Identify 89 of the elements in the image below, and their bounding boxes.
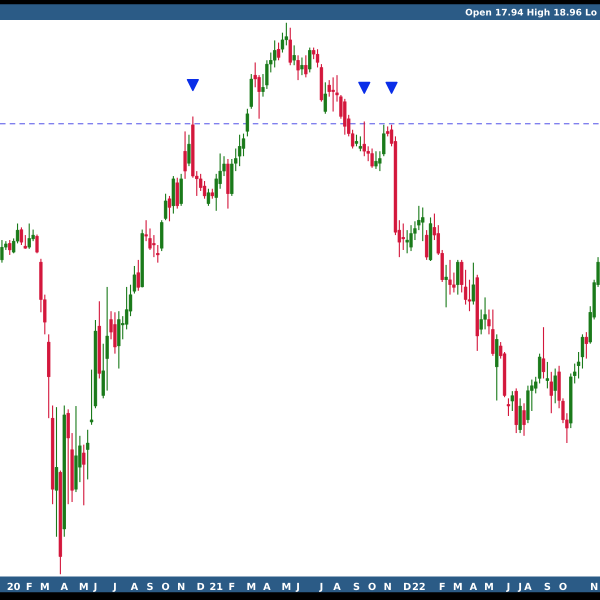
x-tick-label: A xyxy=(470,582,478,590)
candlestick xyxy=(402,222,405,251)
x-tick-label: D xyxy=(404,582,411,590)
x-tick-label: J xyxy=(112,582,116,592)
candlestick xyxy=(210,188,214,200)
candlestick xyxy=(28,222,31,250)
candlestick xyxy=(554,368,557,404)
candlestick xyxy=(187,134,191,167)
x-tick-label: M xyxy=(40,582,49,590)
x-tick-label: F xyxy=(26,582,32,590)
candlestick xyxy=(483,296,487,330)
candlestick xyxy=(35,234,39,254)
x-tick-label: M xyxy=(247,582,256,590)
candlestick xyxy=(370,148,374,168)
x-tick-label: A xyxy=(263,582,271,590)
x-tick-label: M xyxy=(282,582,290,590)
x-tick-label: D xyxy=(198,582,204,590)
x-tick-label: F xyxy=(229,582,234,590)
candlestick xyxy=(421,206,424,242)
candlestick xyxy=(276,42,280,61)
x-tick-label: J xyxy=(93,582,96,592)
x-tick-label: N xyxy=(384,582,391,590)
x-tick-label: N xyxy=(590,582,598,590)
x-tick-label: S xyxy=(544,582,550,590)
candlestick xyxy=(506,398,510,417)
x-tick-label: J xyxy=(319,582,322,592)
candlestick xyxy=(304,54,308,78)
candlestick xyxy=(522,402,526,436)
candlestick xyxy=(183,130,187,180)
candlestick xyxy=(444,264,448,308)
candlestick xyxy=(0,239,4,264)
candlestick xyxy=(24,234,27,250)
candlestick xyxy=(164,193,168,221)
text: Open 17.94 High 18.96 Lo xyxy=(466,8,597,18)
x-tick-label: N xyxy=(178,582,184,590)
x-tick-label: S xyxy=(354,582,360,590)
candlestick xyxy=(546,361,550,389)
candlestick xyxy=(472,262,476,306)
candlestick xyxy=(308,47,312,73)
candlestick xyxy=(362,120,366,157)
x-tick-label: J xyxy=(506,582,510,592)
candlestick xyxy=(292,44,296,66)
x-tick-label: F xyxy=(440,582,445,590)
candlestick xyxy=(202,180,206,200)
candlestick xyxy=(324,82,327,114)
candlestick xyxy=(409,224,413,252)
candlestick xyxy=(374,150,378,170)
candlestick xyxy=(300,56,304,76)
candlestick xyxy=(82,444,86,506)
x-tick-label: A xyxy=(333,582,341,590)
candlestick xyxy=(296,54,300,81)
candlestick xyxy=(448,259,452,296)
candlestick xyxy=(405,230,409,254)
candlestick xyxy=(238,134,242,167)
candlestick xyxy=(288,27,292,66)
candlestick xyxy=(424,230,428,260)
candlestick xyxy=(456,259,460,296)
x-tick-label: M xyxy=(80,582,88,590)
x-tick-label: S xyxy=(147,582,153,590)
candlestick xyxy=(331,76,335,112)
candlestick xyxy=(550,371,553,414)
x-tick-label: 20 xyxy=(8,582,20,590)
x-tick-label: J xyxy=(518,582,522,592)
x-tick-label: O xyxy=(162,582,170,590)
candlestick xyxy=(168,195,172,222)
candlestick xyxy=(113,312,117,354)
x-tick-label: A xyxy=(524,582,532,590)
candlestick xyxy=(86,429,90,480)
x-tick-label: M xyxy=(454,582,462,590)
x-tick-label: A xyxy=(130,582,138,590)
candlestick xyxy=(136,259,140,292)
candlestick xyxy=(358,136,362,152)
candlestick xyxy=(542,326,546,380)
candlestick xyxy=(584,332,588,360)
candlestick xyxy=(176,177,179,210)
candlestick xyxy=(54,406,58,538)
x-tick-label: 22 xyxy=(412,582,425,590)
candlestick xyxy=(510,390,514,412)
x-tick-label: O xyxy=(559,582,567,590)
x-tick-label: M xyxy=(485,582,493,590)
x-tick-label: O xyxy=(368,582,376,590)
candlestick xyxy=(518,398,522,434)
x-tick-label: A xyxy=(60,582,68,590)
x-tick-label: 21 xyxy=(210,582,222,590)
x-tick-label: J xyxy=(296,582,299,592)
candlestick xyxy=(20,226,24,246)
candlestick xyxy=(246,108,250,137)
candlestick xyxy=(8,239,12,256)
candlestick xyxy=(206,188,210,206)
